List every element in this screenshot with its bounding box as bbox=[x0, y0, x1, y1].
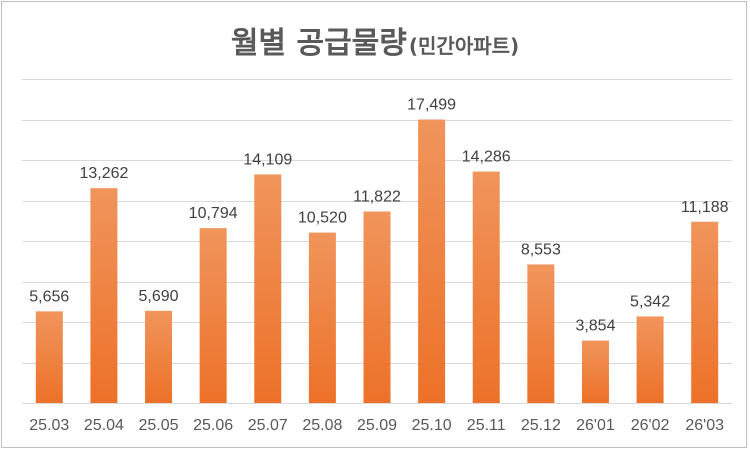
bar bbox=[363, 211, 391, 403]
chart-title-main: 월별 공급물량 bbox=[231, 26, 407, 61]
bars bbox=[35, 119, 719, 403]
bar bbox=[35, 311, 63, 403]
x-tick-label: 25.05 bbox=[139, 417, 179, 434]
data-label: 11,188 bbox=[681, 199, 729, 216]
bar bbox=[254, 174, 282, 403]
bar bbox=[418, 119, 446, 403]
bar bbox=[636, 316, 664, 403]
data-label: 5,690 bbox=[139, 288, 179, 305]
data-labels: 5,656 13,262 5,690 10,794 14,109 10,520 11,822… bbox=[29, 97, 728, 335]
data-label: 14,286 bbox=[462, 149, 511, 166]
x-tick-label: 26'03 bbox=[685, 417, 724, 434]
x-axis-ticks: 25.03 25.04 25.05 25.06 25.07 25.08 25.09 25.10… bbox=[29, 417, 724, 434]
bar bbox=[145, 310, 173, 403]
x-tick-label: 25.08 bbox=[302, 417, 342, 434]
data-label: 8,553 bbox=[521, 241, 561, 258]
x-tick-label: 26'01 bbox=[576, 417, 615, 434]
chart-subtitle: (민간아파트) bbox=[409, 34, 519, 58]
data-label: 5,656 bbox=[29, 288, 69, 305]
chart-title: 월별 공급물량 (민간아파트) bbox=[231, 26, 519, 61]
x-tick-label: 25.09 bbox=[357, 417, 397, 434]
bar bbox=[308, 232, 336, 403]
bar bbox=[527, 264, 555, 403]
data-label: 13,262 bbox=[79, 165, 128, 182]
bar bbox=[581, 340, 609, 403]
data-label: 14,109 bbox=[243, 151, 292, 168]
x-tick-label: 25.04 bbox=[84, 417, 124, 434]
x-tick-label: 25.07 bbox=[248, 417, 288, 434]
bar bbox=[90, 188, 118, 403]
data-label: 11,822 bbox=[353, 188, 401, 205]
x-tick-label: 25.10 bbox=[412, 417, 452, 434]
data-label: 5,342 bbox=[630, 293, 670, 310]
x-tick-label: 25.06 bbox=[193, 417, 233, 434]
x-tick-label: 25.11 bbox=[467, 417, 506, 434]
data-label: 10,794 bbox=[189, 205, 238, 222]
bar bbox=[199, 228, 227, 403]
x-tick-label: 26'02 bbox=[631, 417, 670, 434]
data-label: 17,499 bbox=[407, 97, 456, 114]
gridlines bbox=[22, 79, 732, 404]
x-tick-label: 25.12 bbox=[521, 417, 561, 434]
bar bbox=[472, 171, 500, 403]
data-label: 3,854 bbox=[575, 318, 615, 335]
data-label: 10,520 bbox=[298, 210, 347, 227]
bar bbox=[691, 221, 719, 403]
x-tick-label: 25.03 bbox=[29, 417, 69, 434]
